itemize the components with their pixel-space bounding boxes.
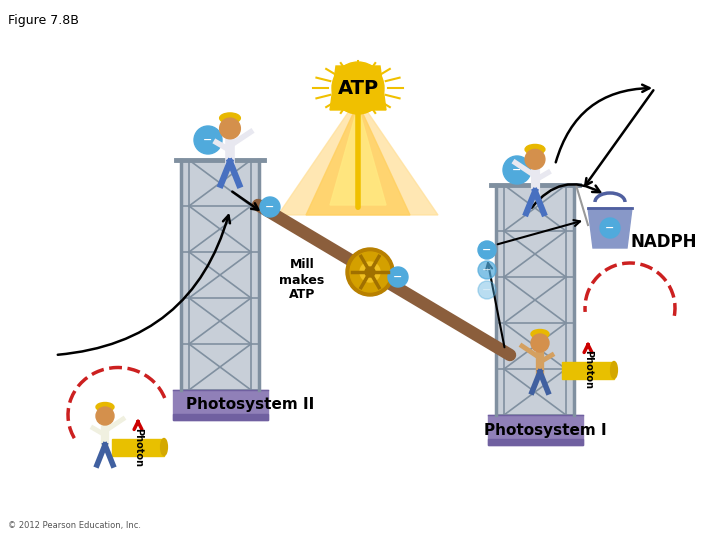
Text: Mill
makes
ATP: Mill makes ATP (279, 259, 325, 301)
Text: −: − (606, 223, 615, 233)
Text: Photon: Photon (133, 428, 143, 467)
Circle shape (365, 267, 375, 277)
Text: Figure 7.8B: Figure 7.8B (8, 14, 79, 27)
Ellipse shape (220, 113, 240, 123)
Text: −: − (513, 165, 522, 175)
Circle shape (478, 241, 496, 259)
Polygon shape (112, 438, 164, 456)
Bar (487, 415, 582, 445)
Ellipse shape (96, 402, 114, 411)
Text: −: − (203, 135, 212, 145)
Polygon shape (306, 103, 410, 215)
Polygon shape (562, 361, 614, 379)
Circle shape (503, 156, 531, 184)
Bar (496, 185, 574, 415)
Polygon shape (278, 98, 438, 215)
Circle shape (350, 252, 390, 292)
Bar (181, 160, 259, 390)
Circle shape (96, 407, 114, 425)
Circle shape (220, 118, 240, 139)
Circle shape (478, 261, 496, 279)
Text: −: − (482, 245, 492, 255)
Text: © 2012 Pearson Education, Inc.: © 2012 Pearson Education, Inc. (8, 521, 141, 530)
Circle shape (525, 150, 545, 169)
Circle shape (194, 126, 222, 154)
Circle shape (260, 197, 280, 217)
Text: NADPH: NADPH (630, 233, 696, 251)
Text: −: − (265, 202, 275, 212)
Circle shape (332, 62, 384, 114)
Polygon shape (330, 106, 386, 205)
Text: −: − (482, 285, 492, 295)
Text: −: − (393, 272, 402, 282)
Bar (173, 414, 268, 420)
Bar (173, 390, 268, 420)
Circle shape (360, 262, 380, 282)
Ellipse shape (525, 144, 545, 154)
Polygon shape (330, 66, 386, 110)
Text: Photosystem I: Photosystem I (484, 422, 606, 437)
Circle shape (346, 248, 394, 296)
Text: −: − (482, 265, 492, 275)
Text: ATP: ATP (338, 78, 379, 98)
Text: Photon: Photon (583, 350, 593, 389)
Polygon shape (588, 208, 632, 248)
Circle shape (478, 281, 496, 299)
Ellipse shape (531, 329, 549, 339)
Ellipse shape (161, 438, 167, 456)
Circle shape (531, 334, 549, 352)
Ellipse shape (611, 361, 618, 379)
Text: Photosystem II: Photosystem II (186, 397, 314, 413)
Circle shape (600, 218, 620, 238)
Bar (487, 439, 582, 445)
Circle shape (388, 267, 408, 287)
